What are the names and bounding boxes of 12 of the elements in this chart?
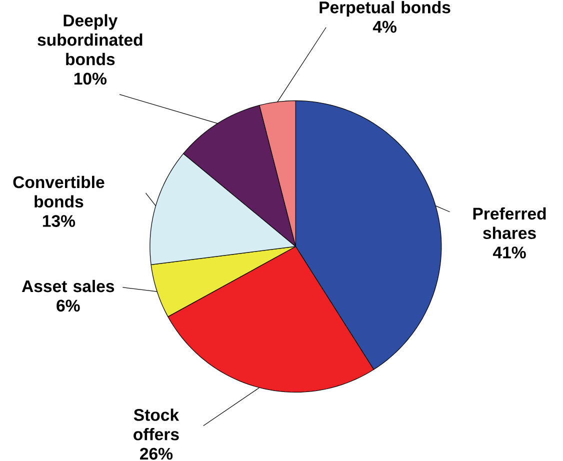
data-label: 4%	[372, 21, 396, 33]
data-label: 13%	[42, 215, 76, 228]
slice-label: Perpetual bonds	[320, 1, 450, 17]
slice-label: Deeply subordinated bonds	[38, 14, 142, 66]
data-label: 10%	[74, 72, 107, 85]
slice-label: Convertible bonds	[13, 176, 104, 208]
legend-label: Preferred shares	[473, 207, 546, 240]
data-label: 41%	[492, 246, 526, 259]
slice-label: Asset sales	[22, 280, 114, 292]
data-label: 26%	[140, 448, 173, 460]
slice-label: Stock offers	[134, 408, 180, 440]
data-label: 6%	[56, 300, 80, 312]
